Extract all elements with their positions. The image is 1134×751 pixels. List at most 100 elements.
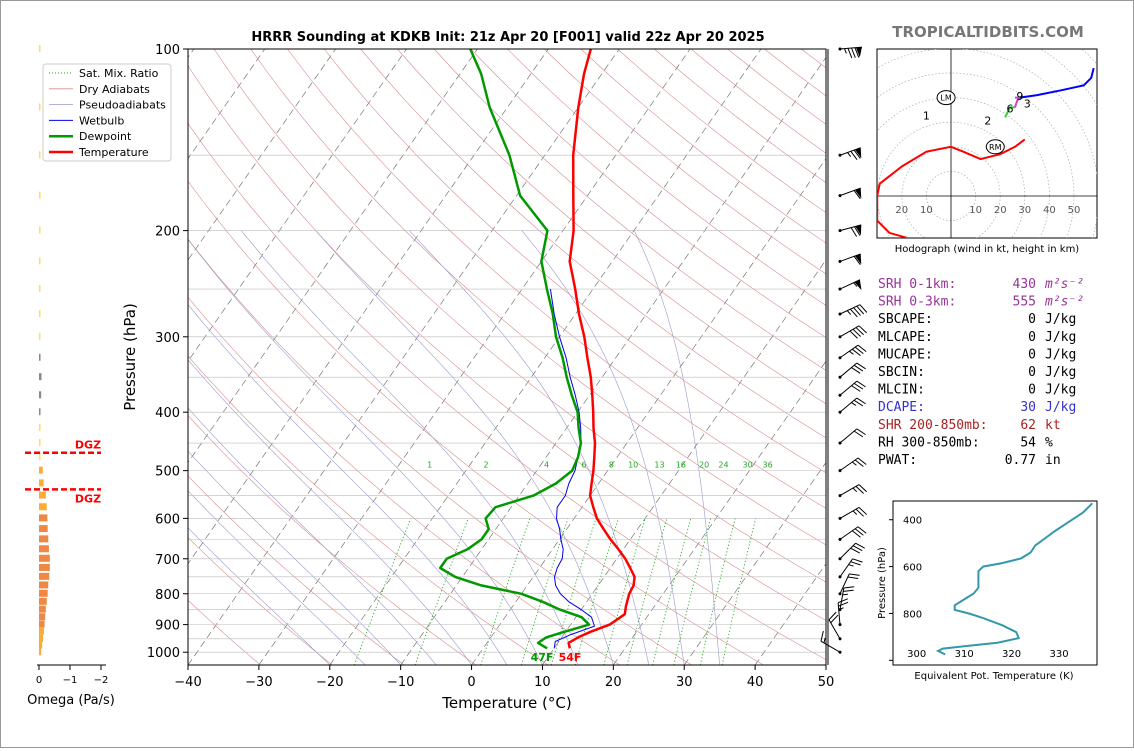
wind-barb — [838, 558, 863, 579]
pseudoadiabat — [188, 238, 543, 665]
theta-e-y-label: 800 — [903, 609, 922, 620]
isotherm — [188, 49, 407, 362]
barb-full — [849, 573, 860, 576]
wind-barb — [838, 344, 867, 360]
theta-e-line — [935, 502, 1094, 656]
omega-bar — [39, 151, 41, 159]
omega-bar — [39, 620, 45, 628]
mixing-ratio-label: 30 — [743, 461, 753, 470]
barb-flag — [855, 188, 862, 199]
y-tick-label: 500 — [155, 465, 180, 480]
wind-barb — [838, 224, 862, 237]
barb-full — [851, 530, 861, 538]
barb-base — [838, 537, 842, 541]
barb-full — [847, 576, 859, 579]
index-value: 555 — [1013, 295, 1036, 310]
pseudoadiabat — [634, 230, 720, 665]
barb-full — [857, 526, 867, 534]
omega-bar — [39, 627, 44, 635]
barb-full — [858, 507, 867, 515]
barb-full — [853, 430, 864, 438]
barb-full — [858, 325, 867, 334]
x-tick-label: 10 — [534, 675, 551, 690]
omega-bar — [39, 103, 41, 111]
barb-half — [844, 48, 847, 54]
theta-e-x-label: 320 — [1002, 649, 1021, 660]
isotherm — [258, 49, 691, 665]
pseudoadiabat — [188, 527, 331, 665]
surface-dewpoint-label: 47F — [531, 651, 554, 664]
index-unit: m²s⁻² — [1044, 295, 1084, 310]
theta-e-x-label: 300 — [907, 649, 926, 660]
barb-full — [838, 601, 849, 607]
pseudoadiabat — [409, 230, 650, 665]
dry-adiabat — [287, 49, 826, 509]
omega-bar — [39, 641, 43, 649]
wind-barb — [838, 304, 868, 318]
omega-bar — [39, 503, 47, 511]
index-value: 430 — [1013, 277, 1036, 292]
index-label: SRH 0-1km: — [878, 277, 956, 292]
y-tick-label: 1000 — [147, 646, 180, 661]
dewpoint-profile — [438, 49, 591, 650]
barb-half — [849, 350, 854, 355]
barb-base — [838, 441, 842, 445]
wind-barb — [838, 506, 867, 520]
wind-barb — [837, 598, 849, 627]
barb-full — [849, 330, 858, 339]
pseudoadiabat — [521, 230, 685, 665]
x-tick-label: 0 — [467, 675, 475, 690]
hodograph-caption: Hodograph (wind in kt, height in km) — [895, 244, 1080, 255]
isotherm — [542, 259, 826, 665]
barb-base — [838, 153, 842, 157]
x-tick-label: 20 — [605, 675, 622, 690]
indices-table: SRH 0-1km: 430 m²s⁻² SRH 0-3km: 555 m²s⁻² SBCA… — [878, 277, 1084, 468]
barb-staff — [839, 542, 856, 560]
barb-full — [850, 47, 856, 58]
omega-bar — [39, 373, 42, 381]
dgz-label: DGZ — [75, 439, 101, 452]
barb-full — [854, 459, 864, 467]
omega-bar — [39, 424, 41, 432]
barb-full — [856, 362, 866, 370]
dry-adiabat — [397, 49, 826, 405]
wind-barb — [828, 611, 842, 641]
barb-full — [837, 598, 848, 604]
isotherm — [188, 49, 620, 665]
y-tick-label: 700 — [155, 553, 180, 568]
barb-staff — [839, 506, 860, 519]
omega-bar — [39, 257, 41, 265]
omega-bar — [39, 310, 41, 318]
mixing-ratio-label: 20 — [699, 461, 709, 470]
barb-base — [838, 516, 842, 520]
dgz-label: DGZ — [75, 492, 101, 505]
mixing-ratio-line — [673, 518, 712, 665]
wind-barbs — [820, 46, 868, 665]
barb-staff — [839, 558, 854, 578]
wind-barb — [838, 46, 862, 59]
barb-full — [851, 348, 861, 357]
barb-base — [838, 410, 842, 414]
omega-tick-label: −1 — [63, 675, 78, 686]
index-value: 0.77 — [1005, 453, 1036, 468]
theta-e-ylabel: Pressure (hPa) — [877, 547, 888, 619]
omega-tick-label: 0 — [36, 675, 42, 686]
omega-bar — [39, 45, 41, 52]
index-unit: J/kg — [1045, 400, 1076, 415]
hodograph-height-label: 9 — [1016, 90, 1023, 103]
pseudoadiabat — [188, 490, 366, 665]
pseudoadiabat — [188, 359, 472, 665]
barb-half — [846, 310, 852, 315]
barb-full — [855, 485, 864, 494]
wind-barb — [838, 397, 866, 414]
barb-half — [847, 152, 852, 157]
skewt-profiles — [438, 49, 636, 650]
dry-adiabat — [213, 49, 826, 583]
barb-full — [858, 484, 867, 493]
barb-staff — [837, 602, 841, 625]
index-unit: J/kg — [1045, 330, 1076, 345]
omega-bar — [39, 525, 48, 533]
barb-staff — [839, 46, 862, 50]
mixing-ratio-label: 24 — [718, 461, 728, 470]
wind-barb — [838, 187, 862, 200]
